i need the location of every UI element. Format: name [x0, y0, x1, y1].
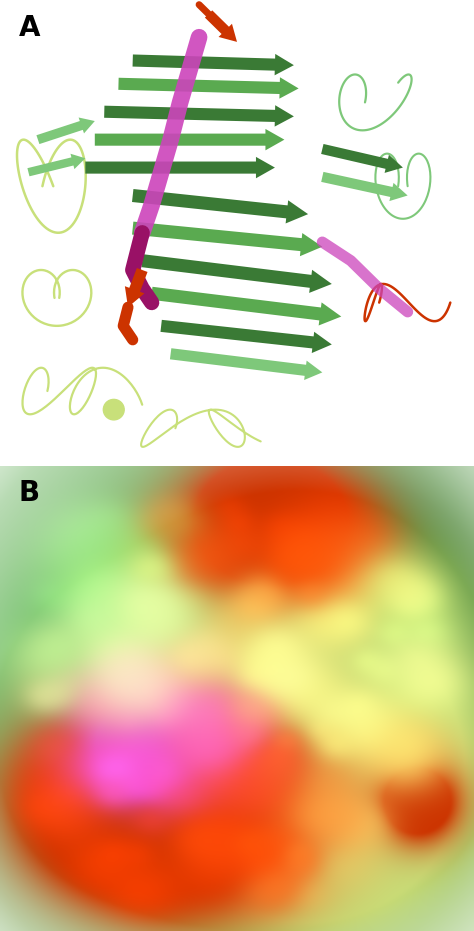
- Polygon shape: [321, 172, 408, 201]
- Polygon shape: [125, 268, 147, 307]
- Circle shape: [103, 399, 124, 420]
- Text: B: B: [19, 479, 40, 507]
- Polygon shape: [85, 156, 275, 179]
- Polygon shape: [321, 144, 403, 173]
- Polygon shape: [27, 154, 85, 176]
- Polygon shape: [205, 10, 237, 42]
- Text: A: A: [19, 14, 40, 42]
- Polygon shape: [141, 254, 332, 293]
- Polygon shape: [161, 320, 332, 353]
- Polygon shape: [132, 189, 308, 223]
- Polygon shape: [95, 129, 284, 151]
- Polygon shape: [133, 54, 294, 75]
- Polygon shape: [170, 348, 322, 380]
- Polygon shape: [36, 117, 95, 144]
- Polygon shape: [132, 222, 322, 256]
- Polygon shape: [104, 105, 294, 127]
- Polygon shape: [151, 287, 341, 326]
- Polygon shape: [118, 77, 299, 99]
